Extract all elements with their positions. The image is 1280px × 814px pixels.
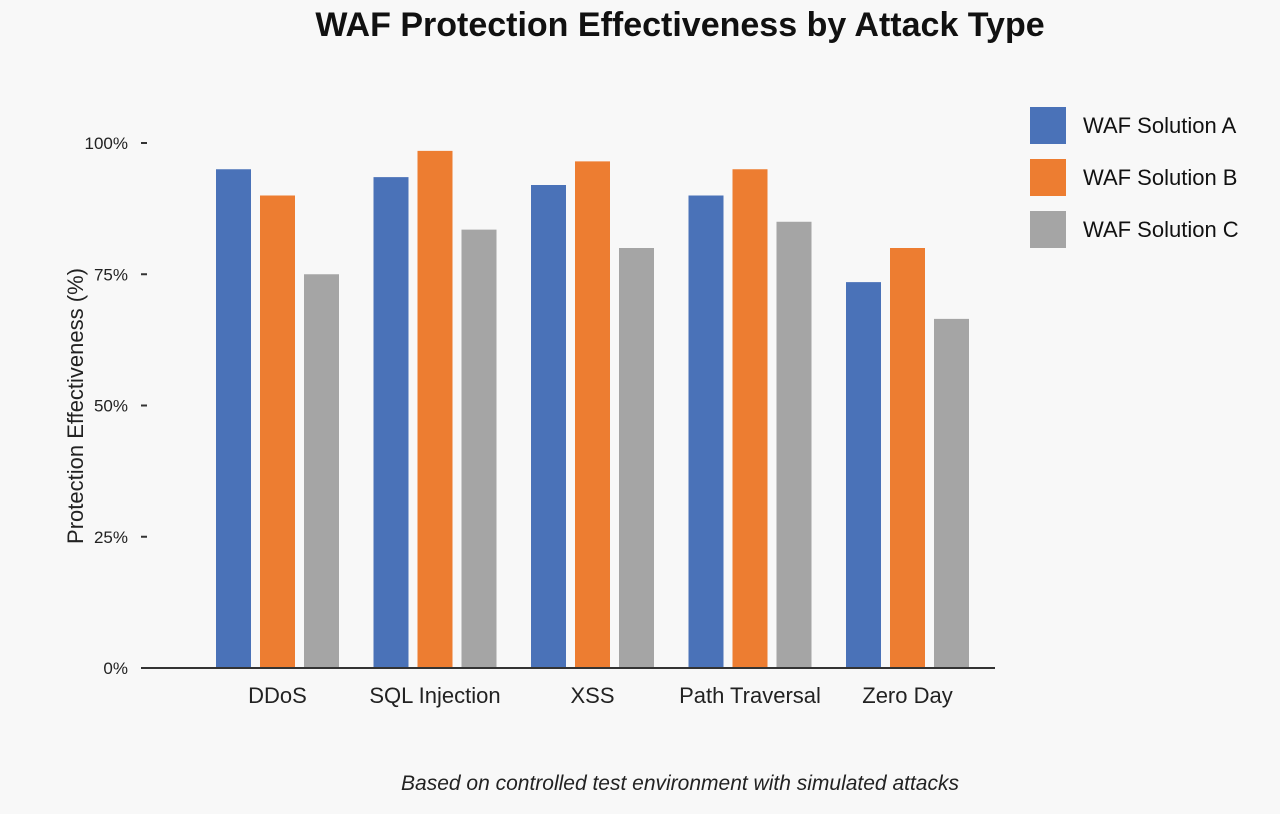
x-tick-label: Zero Day: [862, 683, 952, 708]
x-tick-label: SQL Injection: [369, 683, 500, 708]
bar: [619, 248, 654, 668]
legend-swatch: [1030, 107, 1066, 144]
y-tick-label: 75%: [94, 265, 128, 284]
legend-item: WAF Solution C: [1030, 211, 1239, 248]
chart-title: WAF Protection Effectiveness by Attack T…: [315, 6, 1045, 44]
chart-footnote: Based on controlled test environment wit…: [401, 772, 959, 795]
y-tick-label: 0%: [103, 659, 128, 678]
bar: [846, 282, 881, 668]
legend-label: WAF Solution A: [1083, 112, 1237, 138]
legend-swatch: [1030, 159, 1066, 196]
bar: [575, 161, 610, 668]
bar: [531, 185, 566, 668]
bar: [461, 229, 497, 668]
bar: [934, 318, 969, 668]
bar: [890, 248, 925, 668]
bar: [776, 221, 812, 668]
legend: WAF Solution A WAF Solution B WAF Soluti…: [1030, 107, 1239, 263]
y-tick-label: 100%: [85, 134, 128, 153]
bar: [304, 274, 339, 668]
legend-item: WAF Solution A: [1030, 107, 1239, 144]
y-tick-label: 50%: [94, 397, 128, 416]
x-tick-label: DDoS: [248, 683, 307, 708]
bar: [373, 177, 409, 668]
legend-label: WAF Solution C: [1083, 216, 1239, 242]
bar: [732, 169, 768, 668]
x-tick-label: Path Traversal: [679, 683, 821, 708]
bar: [688, 195, 724, 668]
bar: [216, 169, 251, 668]
legend-swatch: [1030, 211, 1066, 248]
legend-label: WAF Solution B: [1083, 164, 1238, 190]
bar: [417, 150, 453, 668]
y-axis-label: Protection Effectiveness (%): [63, 268, 88, 544]
y-tick-label: 25%: [94, 528, 128, 547]
legend-item: WAF Solution B: [1030, 159, 1239, 196]
x-tick-label: XSS: [570, 683, 614, 708]
bar: [260, 195, 295, 668]
